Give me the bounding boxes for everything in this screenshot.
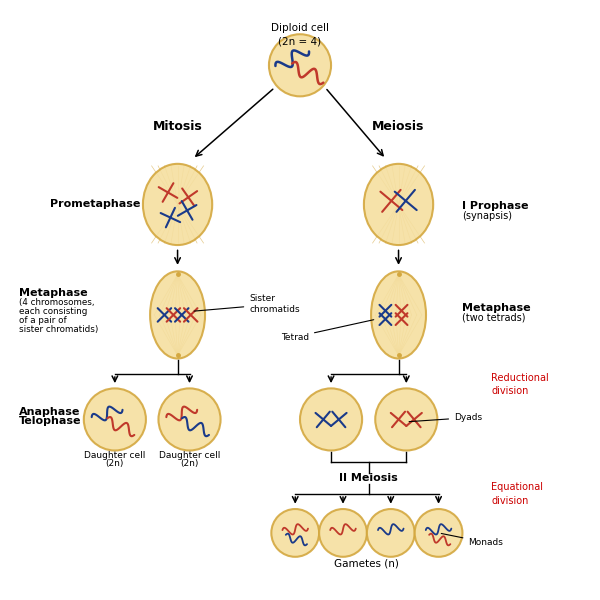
Text: Metaphase: Metaphase — [19, 288, 88, 298]
Text: Mitosis: Mitosis — [152, 121, 202, 133]
Text: Reductional
division: Reductional division — [491, 373, 549, 397]
Circle shape — [158, 388, 221, 451]
Text: Metaphase: Metaphase — [463, 303, 531, 313]
Text: (4 chromosomes,: (4 chromosomes, — [19, 298, 95, 307]
Circle shape — [84, 388, 146, 451]
Circle shape — [415, 509, 463, 557]
Ellipse shape — [143, 164, 212, 245]
Ellipse shape — [150, 271, 205, 359]
Text: (2n): (2n) — [181, 458, 199, 467]
Text: Sister
chromatids: Sister chromatids — [194, 295, 300, 314]
Circle shape — [367, 509, 415, 557]
Text: Daughter cell: Daughter cell — [159, 451, 220, 460]
Text: II Meiosis: II Meiosis — [340, 473, 398, 483]
Text: Telophase: Telophase — [19, 416, 82, 426]
Text: Anaphase: Anaphase — [19, 407, 80, 416]
Text: of a pair of: of a pair of — [19, 316, 67, 325]
Circle shape — [269, 34, 331, 97]
Text: Gametes (n): Gametes (n) — [334, 559, 400, 569]
Circle shape — [300, 388, 362, 451]
Text: (2n): (2n) — [106, 458, 124, 467]
Text: I Prophase: I Prophase — [463, 201, 529, 211]
Circle shape — [319, 509, 367, 557]
Text: Diploid cell
(2n = 4): Diploid cell (2n = 4) — [271, 23, 329, 47]
Text: each consisting: each consisting — [19, 307, 88, 316]
Ellipse shape — [371, 271, 426, 359]
Circle shape — [271, 509, 319, 557]
Text: Monads: Monads — [441, 533, 503, 547]
Text: Tetrad: Tetrad — [281, 320, 374, 341]
Text: sister chromatids): sister chromatids) — [19, 325, 98, 334]
Text: Equational
division: Equational division — [491, 482, 543, 506]
Text: Dyads: Dyads — [409, 413, 482, 422]
Text: (synapsis): (synapsis) — [463, 211, 512, 221]
Text: Prometaphase: Prometaphase — [50, 199, 141, 209]
Text: Daughter cell: Daughter cell — [84, 451, 146, 460]
Ellipse shape — [364, 164, 433, 245]
Text: Meiosis: Meiosis — [373, 121, 425, 133]
Text: (two tetrads): (two tetrads) — [463, 313, 526, 322]
Circle shape — [375, 388, 437, 451]
